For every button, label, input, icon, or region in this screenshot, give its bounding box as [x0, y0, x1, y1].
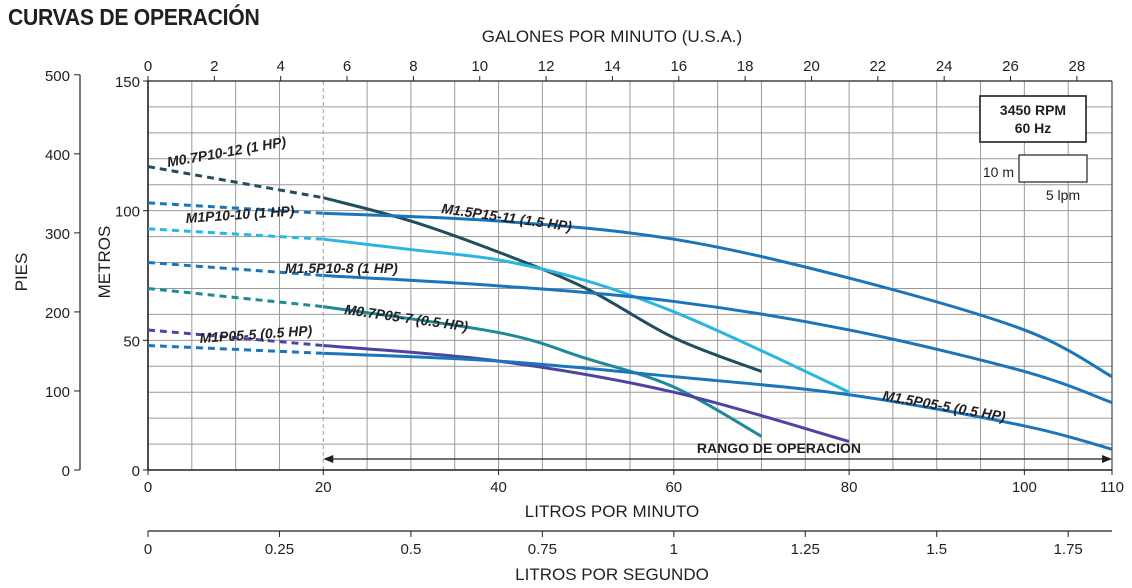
series-label-M1.5P15-11: M1.5P15-11 (1.5 HP) [441, 200, 574, 234]
scale-legend-height: 10 m [983, 164, 1014, 180]
info-box: 3450 RPM 60 Hz [979, 95, 1087, 143]
series-dashed-M1.5P15-11 [147, 201, 324, 215]
top-tick-label: 12 [538, 58, 555, 75]
y-tick-label: 100 [115, 204, 140, 221]
lps-tick-label: 0 [144, 541, 152, 558]
top-tick-label: 2 [210, 58, 218, 75]
lps-tick-label: 1.25 [791, 541, 820, 558]
lps-tick-label: 0.25 [265, 541, 294, 558]
feet-tick-label: 100 [45, 384, 70, 401]
operating-range-label: RANGO DE OPERACION [697, 440, 861, 456]
operating-range-arrowhead-left [323, 455, 334, 463]
scale-legend-width: 5 lpm [1046, 187, 1080, 203]
feet-axis-title: PIES [12, 253, 31, 292]
y-tick-label: 50 [123, 333, 140, 350]
series-dashed-M1P10-10 [147, 227, 324, 241]
x-axis-title: LITROS POR MINUTO [525, 502, 699, 521]
top-tick-label: 14 [604, 58, 621, 75]
lps-tick-label: 1.75 [1054, 541, 1083, 558]
series-label-M0.7P05-7: M0.7P05-7 (0.5 HP) [344, 301, 470, 334]
series-line-M1.5P15-11 [323, 211, 1113, 378]
grid [148, 81, 1112, 470]
feet-tick-label: 500 [45, 68, 70, 85]
series-dashed-M0.7P10-12 [147, 165, 324, 200]
feet-tick-label: 200 [45, 305, 70, 322]
bottom-axis-title: LITROS POR SEGUNDO [515, 565, 709, 584]
top-tick-label: 26 [1002, 58, 1019, 75]
series-label-M1P05-5: M1P05-5 (0.5 HP) [199, 322, 313, 346]
series-dashed-M1P05-5 [147, 328, 324, 348]
series-dashed-M0.7P05-7 [147, 286, 324, 309]
series-label-M1P10-10: M1P10-10 (1 HP) [185, 202, 295, 226]
series-line-M1.5P10-8 [323, 274, 1113, 404]
series-dashed-M1.5P05-5 [147, 344, 324, 355]
x-tick-label: 60 [665, 479, 682, 496]
series-line-M0.7P05-7 [323, 305, 763, 438]
top-tick-label: 8 [409, 58, 417, 75]
y-tick-label: 150 [115, 74, 140, 91]
series-label-M1.5P05-5: M1.5P05-5 (0.5 HP) [881, 387, 1007, 424]
info-box-rpm: 3450 RPM [1000, 102, 1066, 118]
top-tick-label: 10 [471, 58, 488, 75]
feet-tick-label: 400 [45, 147, 70, 164]
x-tick-label: 20 [315, 479, 332, 496]
top-tick-label: 22 [869, 58, 886, 75]
top-tick-label: 4 [277, 58, 285, 75]
info-box-frame [979, 95, 1087, 143]
series-label-M1.5P10-8: M1.5P10-8 (1 HP) [285, 260, 398, 276]
top-tick-label: 28 [1069, 58, 1086, 75]
series-label-M0.7P10-12: M0.7P10-12 (1 HP) [166, 133, 288, 170]
lps-tick-label: 1 [670, 541, 678, 558]
scale-legend-box [1018, 154, 1088, 183]
lps-tick-label: 0.5 [400, 541, 421, 558]
x-tick-label: 40 [490, 479, 507, 496]
series-line-M1.5P05-5 [323, 351, 1113, 451]
top-tick-label: 20 [803, 58, 820, 75]
y-tick-label: 0 [132, 463, 140, 480]
x-tick-label: 80 [841, 479, 858, 496]
top-tick-label: 6 [343, 58, 351, 75]
info-box-hz: 60 Hz [1015, 120, 1052, 136]
series-dashed-M1.5P10-8 [147, 261, 324, 277]
x-tick-label: 110 [1100, 479, 1124, 496]
page-title: CURVAS DE OPERACIÓN [8, 4, 260, 30]
lps-tick-label: 1.5 [926, 541, 947, 558]
x-tick-label: 0 [144, 479, 152, 496]
top-tick-label: 18 [737, 58, 754, 75]
top-tick-label: 16 [670, 58, 687, 75]
top-axis-title: GALONES POR MINUTO (U.S.A.) [482, 27, 742, 46]
operating-range-arrowhead-right [1102, 455, 1112, 463]
feet-tick-label: 0 [62, 463, 70, 480]
y-axis-title: METROS [95, 226, 114, 299]
top-tick-label: 24 [936, 58, 953, 75]
x-tick-label: 100 [1012, 479, 1037, 496]
top-tick-label: 0 [144, 58, 152, 75]
series-group [147, 165, 1113, 451]
plot-frame [79, 74, 1113, 532]
lps-tick-label: 0.75 [528, 541, 557, 558]
scale-legend: 10 m 5 lpm [983, 154, 1088, 203]
series-line-M1P05-5 [323, 344, 850, 443]
feet-tick-label: 300 [45, 226, 70, 243]
series-line-M1P10-10 [323, 237, 850, 394]
operating-range: RANGO DE OPERACION [323, 440, 1112, 463]
